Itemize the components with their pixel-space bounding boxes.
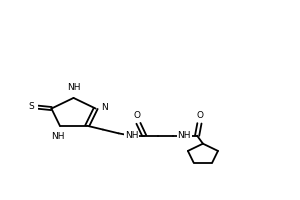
Text: S: S <box>28 102 34 111</box>
Text: NH: NH <box>67 83 80 92</box>
Text: O: O <box>196 111 203 120</box>
Text: NH: NH <box>125 131 138 140</box>
Text: O: O <box>134 111 141 120</box>
Text: NH: NH <box>178 131 191 140</box>
Text: N: N <box>101 103 108 112</box>
Text: NH: NH <box>51 132 64 141</box>
